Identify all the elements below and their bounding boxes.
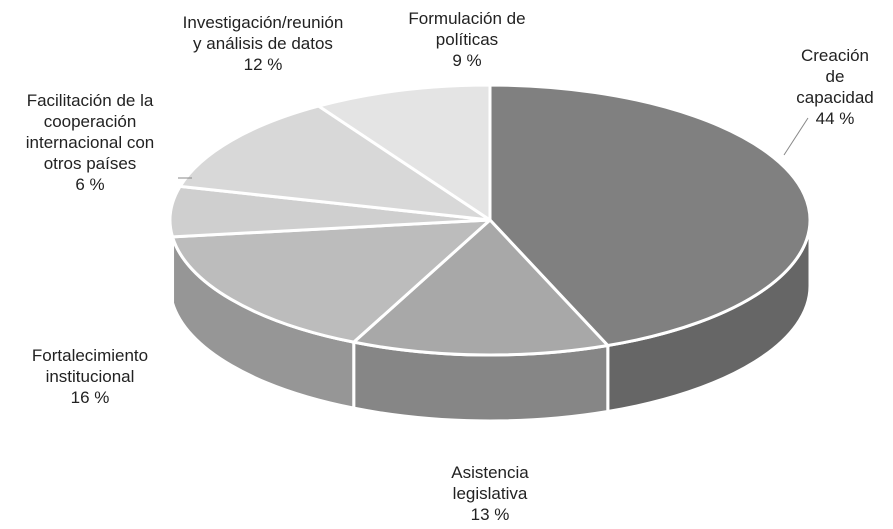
value-label: 44 % (815, 109, 855, 128)
value-label: 12 % (243, 55, 283, 74)
walls (168, 219, 812, 423)
value-label: 16 % (70, 388, 110, 407)
category-name: Fortalecimiento institucional (31, 346, 149, 386)
slice (488, 83, 812, 348)
tops (168, 83, 812, 357)
slice-label: Creación de capacidad 44 % (796, 45, 874, 129)
value-label: 9 % (452, 51, 482, 70)
slice-label: Facilitación de la cooperación internaci… (26, 90, 155, 195)
slice-label: Formulación de políticas 9 % (408, 8, 525, 71)
slice-label: Fortalecimiento institucional 16 % (32, 345, 148, 408)
slice (317, 83, 492, 222)
category-name: Formulación de políticas (408, 9, 526, 49)
category-name: Asistencia legislativa (451, 463, 529, 503)
slice (171, 218, 492, 344)
category-name: Investigación/reunión y análisis de dato… (182, 13, 344, 53)
leader-line (783, 117, 809, 156)
value-label: 13 % (470, 505, 510, 524)
slice (352, 218, 610, 357)
category-name: Creación de capacidad (796, 46, 874, 107)
slice-label: Asistencia legislativa 13 % (451, 462, 528, 525)
slice-label: Investigación/reunión y análisis de dato… (183, 12, 344, 75)
category-name: Facilitación de la cooperación internaci… (25, 91, 155, 173)
value-label: 6 % (75, 175, 105, 194)
